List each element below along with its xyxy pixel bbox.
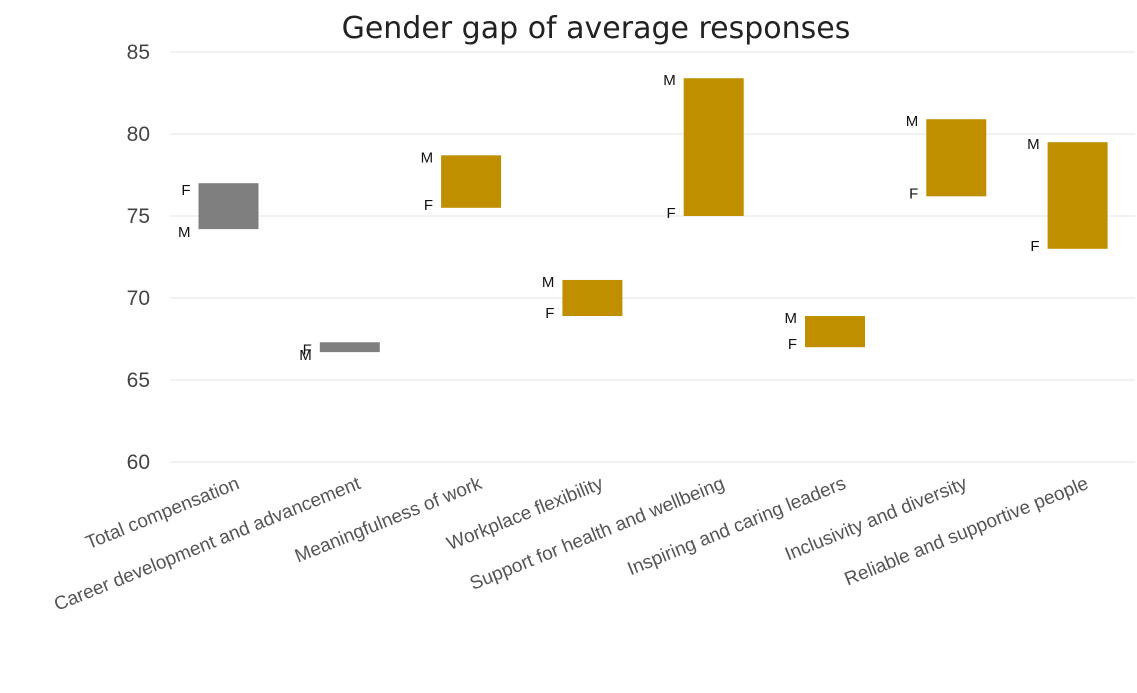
female-marker-label: F (667, 205, 676, 222)
female-marker-label: F (424, 197, 433, 214)
gap-bar (441, 155, 502, 208)
gap-bar (805, 316, 865, 348)
gap-bar (319, 342, 380, 353)
male-marker-label: M (421, 149, 434, 166)
female-marker-label: F (788, 336, 797, 353)
gridlines (170, 51, 1135, 463)
gap-bar (562, 279, 623, 317)
y-tick-label: 70 (127, 287, 150, 310)
x-category-label: Inspiring and caring leaders (625, 473, 849, 580)
male-marker-label: M (542, 274, 555, 291)
male-marker-label: M (906, 113, 919, 130)
y-tick-label: 85 (127, 41, 150, 64)
female-marker-label: F (909, 185, 918, 202)
chart-title: Gender gap of average responses (342, 11, 851, 46)
y-tick-label: 65 (127, 369, 150, 392)
male-marker-label: M (785, 310, 798, 327)
y-tick-label: 60 (127, 451, 150, 474)
male-marker-label: M (299, 347, 312, 364)
y-tick-label: 80 (127, 123, 150, 146)
gap-bar (198, 183, 259, 230)
male-marker-label: M (178, 224, 191, 241)
male-marker-label: M (1027, 136, 1040, 153)
gap-bar (926, 119, 987, 197)
y-tick-label: 75 (127, 205, 150, 228)
male-marker-label: M (663, 72, 676, 89)
y-axis-ticks: 60 65 70 75 80 85 (127, 41, 150, 474)
bars (198, 78, 1108, 353)
female-marker-label: F (303, 341, 312, 358)
female-marker-label: F (545, 305, 554, 322)
gap-bar (1047, 142, 1108, 249)
female-marker-label: F (1030, 238, 1039, 255)
gap-bar (683, 78, 744, 217)
female-marker-label: F (181, 182, 190, 199)
